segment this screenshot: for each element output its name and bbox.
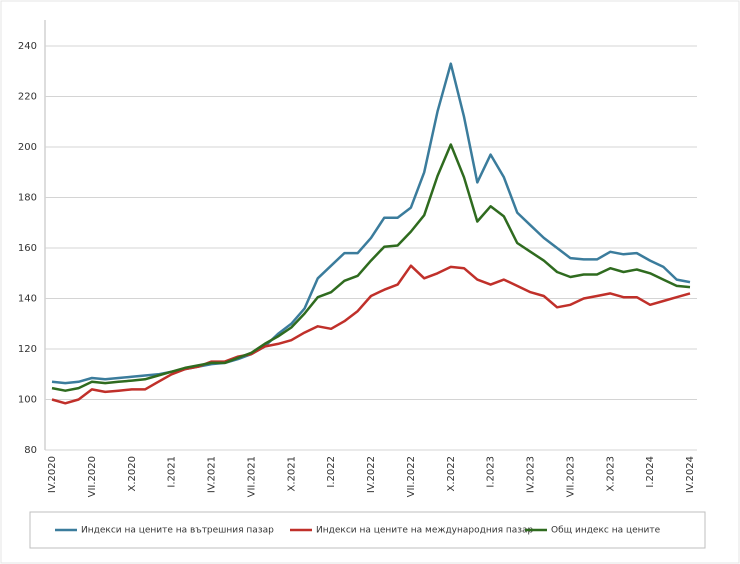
x-tick-label: X.2020: [127, 456, 138, 491]
x-tick-label: VII.2023: [565, 456, 576, 497]
x-tick-label: VII.2022: [406, 456, 417, 497]
legend: Индекси на цените на вътрешния пазар Инде…: [55, 526, 661, 536]
y-tick-label: 180: [18, 193, 37, 204]
x-tick-label: X.2022: [446, 456, 457, 491]
legend-box: [29, 511, 706, 549]
y-tick-label: 120: [18, 344, 37, 355]
y-tick-label: 100: [18, 395, 37, 406]
x-tick-label: I.2021: [167, 456, 178, 488]
legend-label: Индекси на цените на вътрешния пазар: [81, 526, 274, 536]
x-tick-label: IV.2023: [526, 456, 537, 493]
x-tick-label: IV.2022: [366, 456, 377, 493]
x-tick-label: X.2021: [286, 456, 297, 491]
x-tick-label: IV.2024: [685, 456, 696, 493]
x-tick-label: VII.2020: [87, 456, 98, 497]
data-line: [51, 264, 691, 405]
y-tick-label: 220: [18, 92, 37, 103]
y-tick-label: 200: [18, 142, 37, 153]
legend-label: Индекси на цените на международния пазар: [316, 526, 534, 536]
x-tick-label: VII.2021: [246, 456, 257, 497]
x-tick-label: IV.2020: [47, 456, 58, 493]
x-tick-label: I.2022: [326, 456, 337, 488]
data-line: [51, 143, 691, 392]
x-tick-label: I.2023: [486, 456, 497, 488]
x-tick-label: IV.2021: [207, 456, 218, 493]
legend-label: Общ индекс на цените: [551, 526, 661, 536]
x-tick-label: I.2024: [645, 456, 656, 488]
y-tick-label: 240: [18, 41, 37, 52]
y-tick-label: 160: [18, 243, 37, 254]
y-tick-label: 140: [18, 294, 37, 305]
x-tick-label: X.2023: [605, 456, 616, 491]
y-tick-label: 80: [24, 445, 37, 456]
